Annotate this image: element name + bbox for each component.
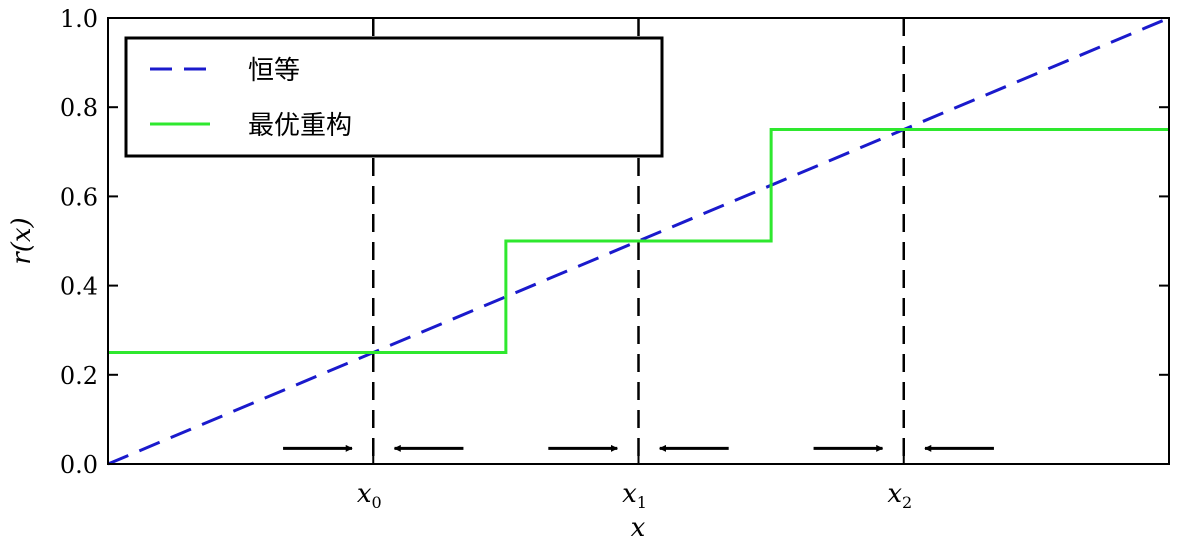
y-tick-label-0: 0.0 <box>60 451 98 479</box>
x-axis: x0 x1 x2 <box>357 18 912 512</box>
legend-label-identity: 恒等 <box>248 56 300 86</box>
x-tick-label-1: x1 <box>622 479 647 512</box>
decision-boundaries <box>372 18 905 464</box>
legend-label-optimal-reconstruction: 最优重构 <box>248 111 352 141</box>
x-tick-label-0: x0 <box>357 479 382 512</box>
y-axis-label: r(x) <box>7 217 37 264</box>
series-line-0 <box>107 16 1170 466</box>
y-tick-label-1: 0.2 <box>60 362 98 390</box>
legend: 恒等 最优重构 <box>124 36 664 158</box>
x-tick-label-2: x2 <box>887 479 912 512</box>
y-tick-label-3: 0.6 <box>60 183 98 211</box>
legend-box <box>124 36 664 158</box>
plot-series <box>107 16 1170 466</box>
series-line-1 <box>108 128 1169 354</box>
y-tick-label-4: 0.8 <box>60 94 98 122</box>
y-tick-label-5: 1.0 <box>60 5 98 33</box>
y-tick-label-2: 0.4 <box>60 273 98 301</box>
x-axis-label: x <box>631 513 646 543</box>
y-axis: 0.0 0.2 0.4 0.6 0.8 1.0 <box>60 5 1169 479</box>
